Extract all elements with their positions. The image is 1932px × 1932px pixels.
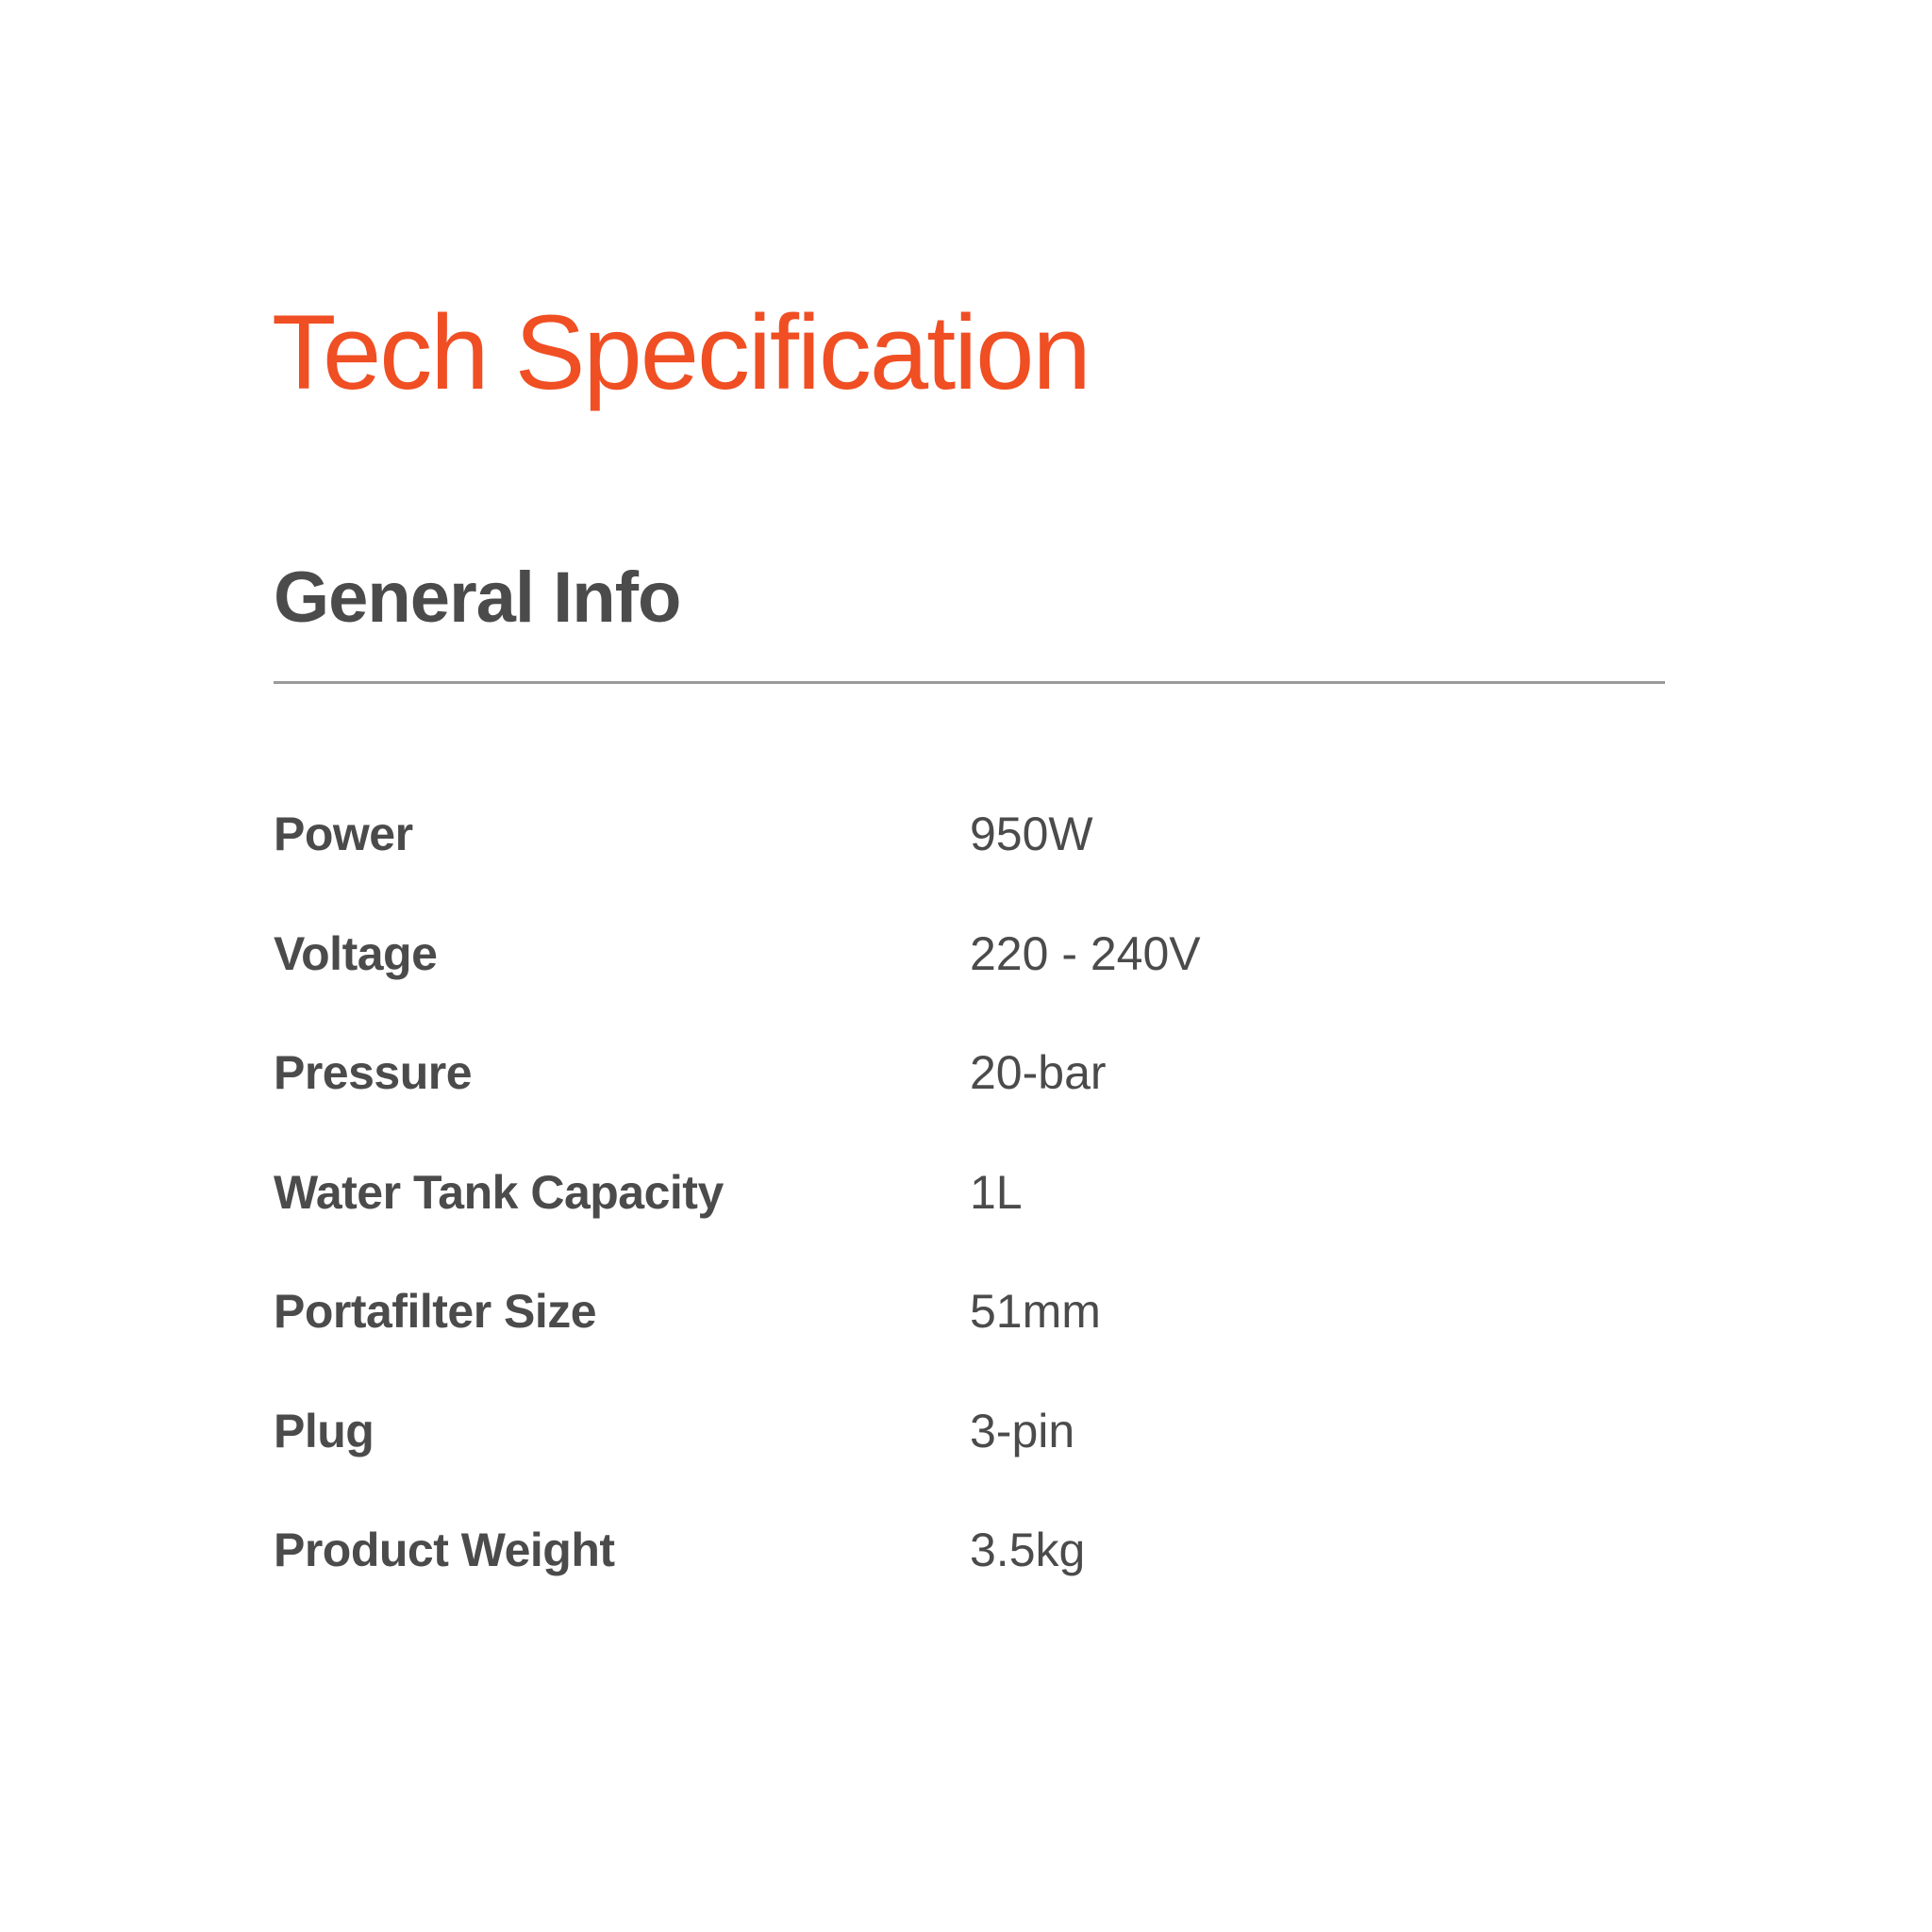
spec-value: 220 - 240V (970, 926, 1201, 980)
spec-value: 51mm (970, 1285, 1101, 1338)
spec-row-voltage: Voltage 220 - 240V (274, 926, 1665, 1046)
spec-row-plug: Plug 3-pin (274, 1404, 1665, 1524)
section-heading: General Info (274, 558, 681, 638)
spec-value: 1L (970, 1165, 1023, 1219)
spec-label: Power (274, 808, 413, 860)
spec-label: Water Tank Capacity (274, 1165, 724, 1219)
spec-row-power: Power 950W (274, 807, 1665, 926)
spec-row-weight: Product Weight 3.5kg (274, 1523, 1665, 1642)
spec-label: Voltage (274, 926, 438, 980)
spec-row-water-tank: Water Tank Capacity 1L (274, 1165, 1665, 1285)
page-title: Tech Specification (272, 293, 1091, 411)
spec-value: 20-bar (970, 1046, 1107, 1099)
spec-label: Portafilter Size (274, 1285, 597, 1338)
spec-value: 950W (970, 808, 1093, 860)
spec-row-pressure: Pressure 20-bar (274, 1045, 1665, 1165)
spec-row-portafilter: Portafilter Size 51mm (274, 1284, 1665, 1404)
spec-label: Pressure (274, 1046, 473, 1099)
divider (274, 681, 1665, 684)
spec-table: Power 950W Voltage 220 - 240V Pressure 20-b… (274, 807, 1665, 1642)
spec-label: Plug (274, 1404, 375, 1457)
spec-label: Product Weight (274, 1524, 615, 1576)
spec-value: 3-pin (970, 1404, 1075, 1457)
spec-value: 3.5kg (970, 1524, 1086, 1576)
